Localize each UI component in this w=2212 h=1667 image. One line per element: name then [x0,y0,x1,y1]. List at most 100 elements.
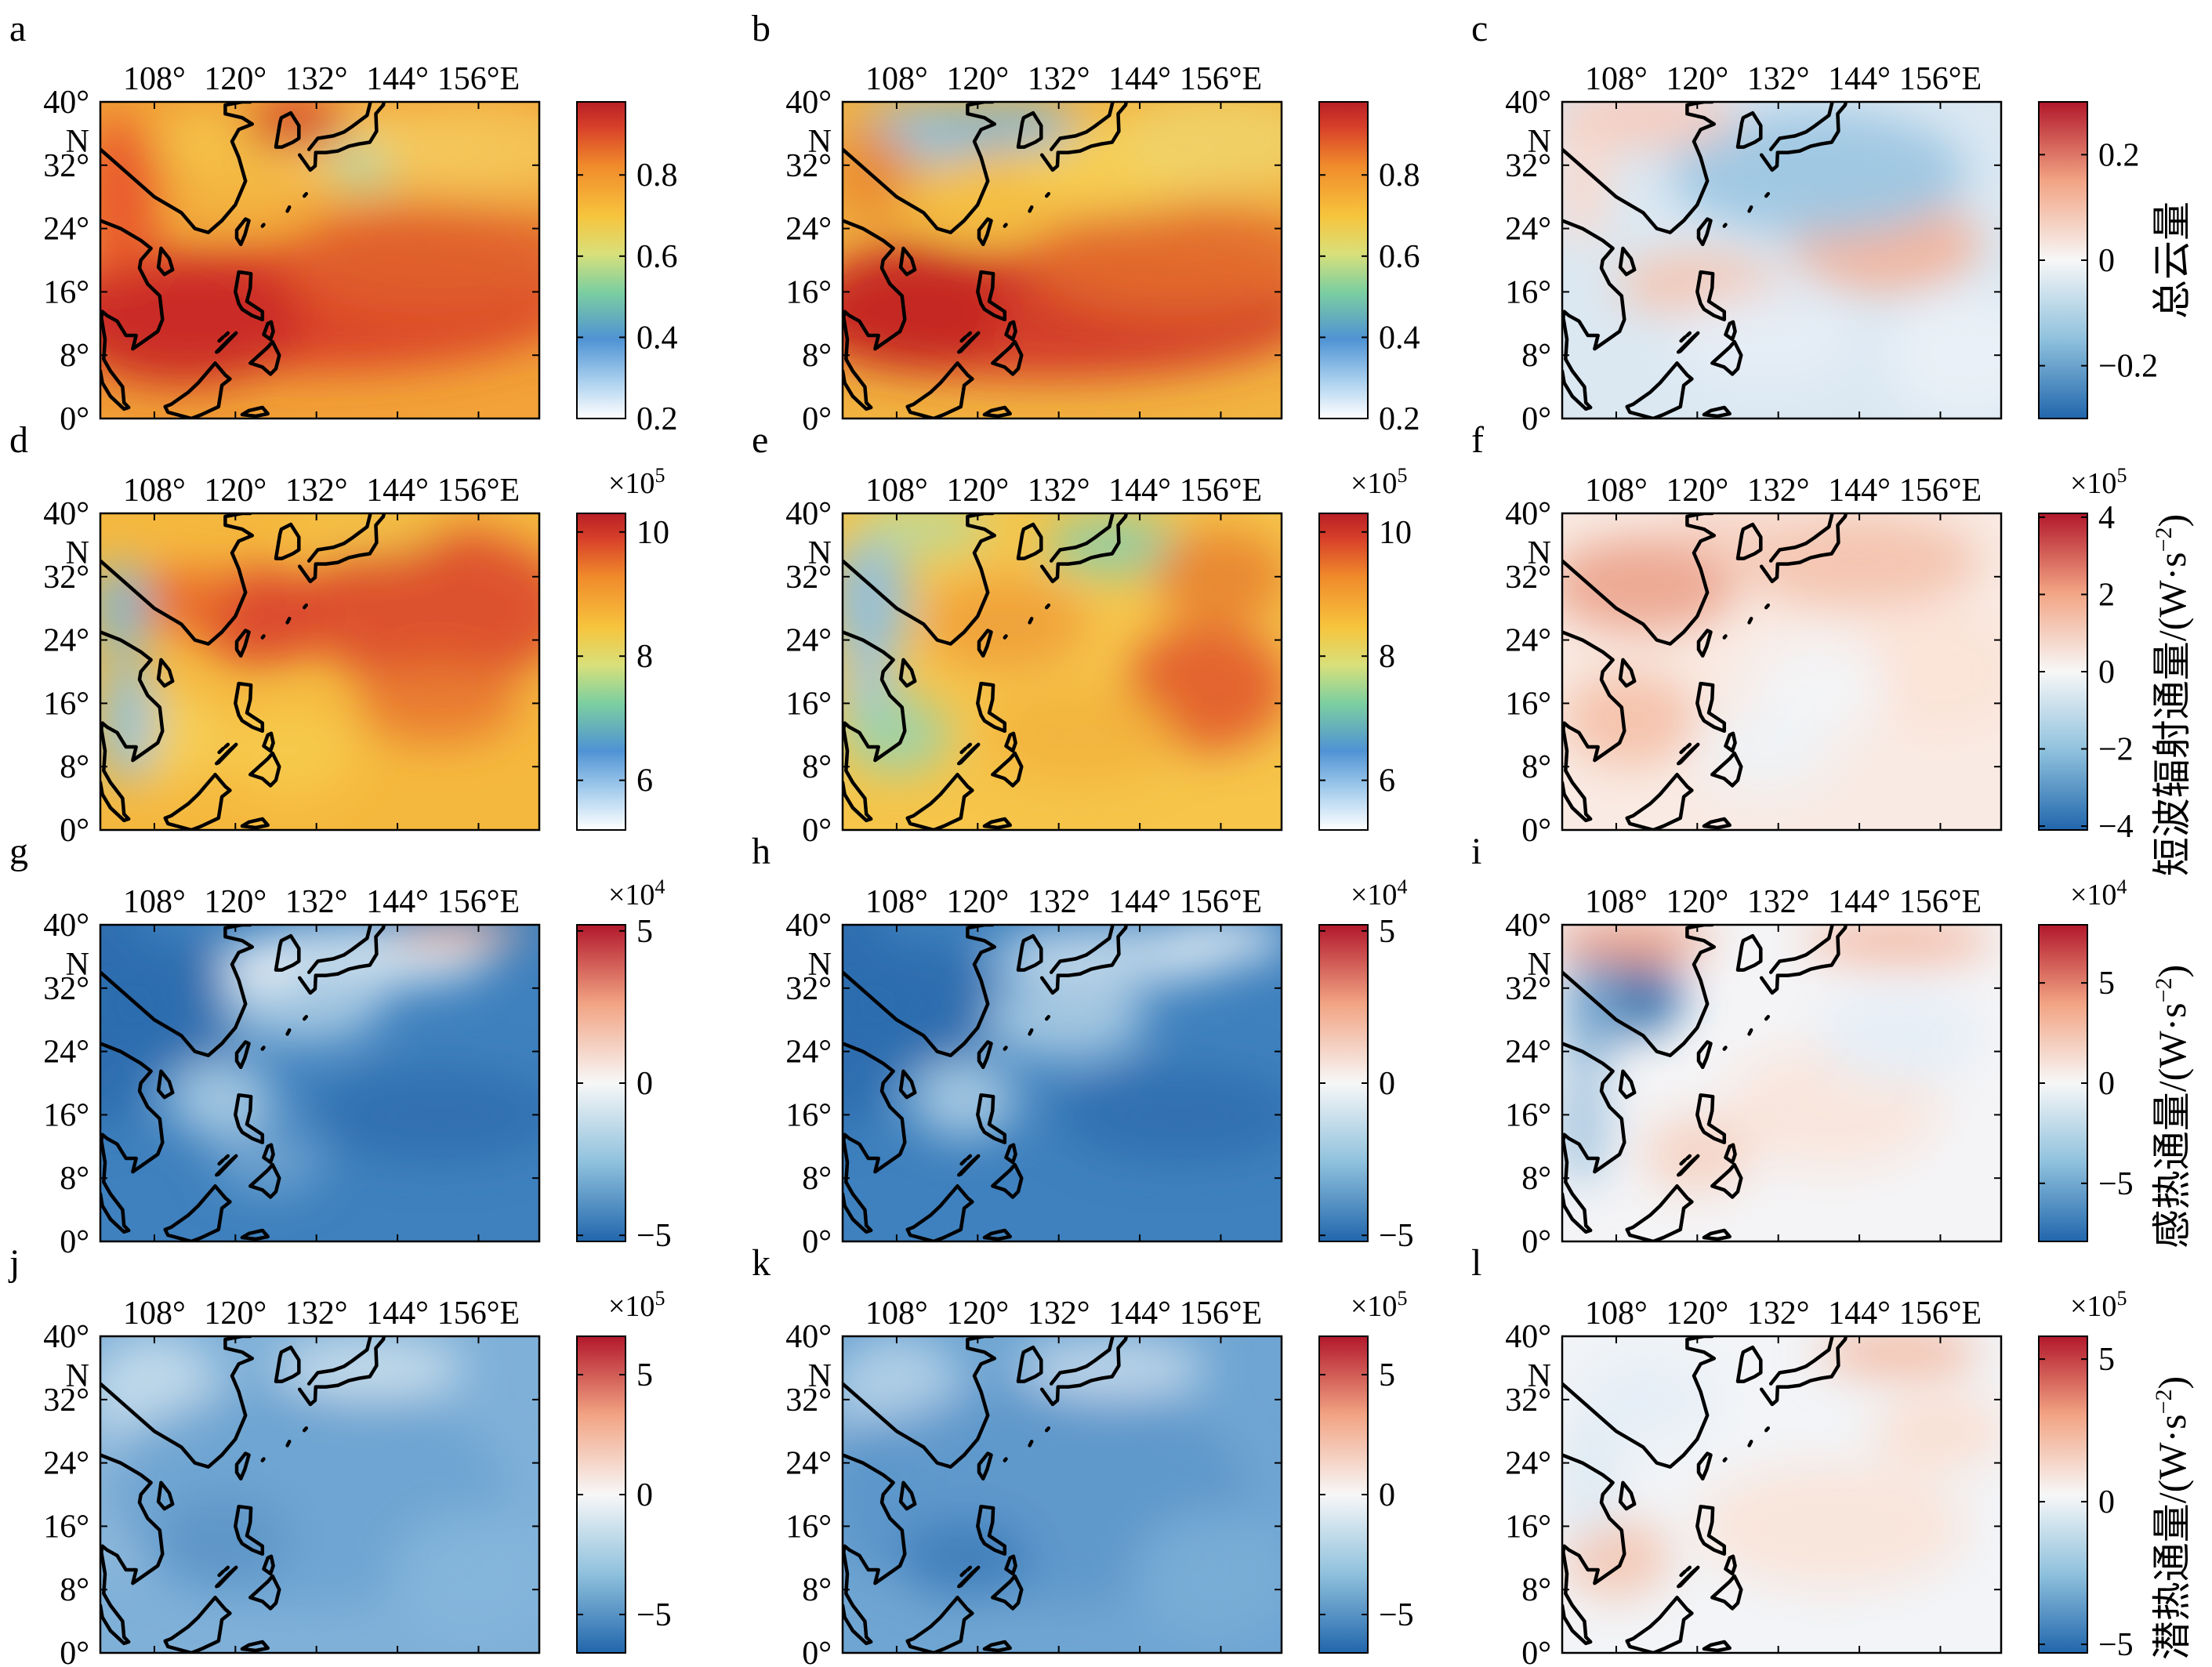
map-field [100,925,539,1241]
colorbar-tick-label: 0 [2098,1066,2115,1102]
panel-letter: d [9,419,28,461]
panel-j: j 108° 120° 132° 144° 156°E 40°N32° 24° 16° 8° 0° 5… [8,1242,672,1667]
lat-tick-label: N [1528,535,1551,571]
colorbar-exponent: ×105 [2070,464,2127,500]
map-field [843,102,1282,419]
lat-tick-label: 0° [802,1636,832,1667]
panel-c: c 108° 120° 132° 144° 156°E 40°N32° 24° 16° 8° 0° 0… [1471,8,2158,437]
lat-tick-label: N [808,535,832,571]
lat-tick-label: 0° [1521,1224,1551,1260]
lat-tick-label: 0° [802,813,832,849]
row-label-4: 潜热通量/(W·s−2) [2150,1376,2194,1660]
lat-tick-label: 40° [1505,908,1551,944]
colorbar-exponent: ×104 [608,875,665,911]
coastline [843,513,1129,830]
colorbar-tick-label: 8 [1379,639,1395,675]
colorbar-ramp [2038,924,2088,1242]
map-field [1562,513,2001,830]
colorbar-tick-label: −4 [2098,809,2134,845]
row-label-3: 感热通量/(W·s−2) [2150,965,2194,1248]
colorbar-ramp [1318,1335,1369,1654]
lon-tick-label: 108° [123,884,186,920]
lat-tick-label: 32° [43,971,89,1007]
colorbar-ramp [1318,101,1369,419]
colorbar-tick-label: −2 [2098,732,2134,768]
map-frame [99,100,541,420]
lat-tick-label: 24° [43,1035,89,1071]
lat-tick-label: 8° [1521,1572,1551,1608]
lon-tick-label: 132° [1747,473,1810,509]
lon-tick-label: 156°E [1180,61,1262,97]
lat-tick-label: 32° [785,560,832,596]
colorbar-l: 5 0 −5 ×105 [2038,1287,2134,1663]
map-frame [99,512,541,832]
colorbar-tick-label: 0.2 [2098,137,2140,173]
lon-tick-label: 120° [204,61,267,97]
lon-tick-label: 144° [1108,884,1171,920]
coastline [843,102,1129,419]
lon-tick-label: 156°E [1899,1296,1982,1332]
panel-f: f 108° 120° 132° 144° 156°E 40°N32° 24° 16° 8° 0° 4… [1471,419,2134,849]
colorbar-tick-label: 6 [1379,763,1395,799]
colorbar-tick-label: −5 [636,1218,672,1254]
lon-tick-label: 132° [285,884,348,920]
lon-tick-label: 108° [1585,1296,1648,1332]
panel-letter: i [1471,831,1481,872]
colorbar-tick-label: 5 [636,914,653,950]
panel-letter: j [8,1242,20,1284]
colorbar-f: 4 2 0 −2 −4 ×105 [2038,464,2134,845]
colorbar-tick-label: 5 [2098,1342,2115,1378]
lat-tick-label: 8° [60,1161,89,1197]
lon-tick-label: 108° [865,61,928,97]
map-field [843,1336,1282,1653]
coastline [843,1336,1129,1653]
lat-tick-label: 40° [785,1319,832,1355]
lat-tick-label: 40° [43,908,89,944]
lon-tick-label: 132° [1028,1296,1090,1332]
colorbar-ramp [2038,513,2088,831]
lon-tick-label: 144° [1828,1296,1891,1332]
lat-tick-label: 16° [1505,1509,1551,1545]
colorbar-tick-label: 4 [2098,500,2115,536]
lon-tick-label: 156°E [437,61,520,97]
colorbar-ramp [576,513,626,831]
lat-tick-label: 8° [1521,1161,1551,1197]
lat-tick-label: 32° [1505,1383,1551,1419]
lon-tick-label: 132° [285,473,348,509]
lon-tick-label: 144° [1828,884,1891,920]
lat-tick-label: N [1528,1358,1551,1394]
colorbar-tick-label: 10 [1379,515,1412,551]
lat-tick-label: 32° [43,560,89,596]
lat-tick-label: N [66,535,89,571]
lat-tick-label: 0° [1521,1636,1551,1667]
panel-g: g 108° 120° 132° 144° 156°E 40°N32° 24° 16° 8° 0° 5… [9,831,672,1260]
colorbar-tick-label: 10 [636,515,669,551]
lat-tick-label: 32° [1505,148,1551,184]
colorbar-tick-label: 0.8 [636,158,678,194]
colorbar-h: 5 0 −5 ×104 [1318,875,1414,1254]
coastline [1562,1336,1848,1653]
lat-tick-label: 16° [43,274,89,310]
lon-tick-label: 108° [123,473,186,509]
coastline [1562,102,1848,419]
lat-tick-label: 8° [60,749,89,785]
lat-tick-label: 16° [1505,274,1551,310]
panel-k: k 108° 120° 132° 144° 156°E 40°N32° 24° 16° 8° 0° 5… [752,1242,1414,1667]
lat-tick-label: 24° [785,1035,832,1071]
lat-tick-label: 24° [1505,623,1551,659]
lat-tick-label: 16° [43,1097,89,1133]
colorbar-e: 10 8 6 ×105 [1318,464,1412,831]
lat-tick-label: 8° [60,338,89,374]
colorbar-tick-label: 6 [636,763,653,799]
map-field [1562,925,2001,1241]
lon-tick-label: 156°E [1899,884,1982,920]
map-field [1562,1336,2001,1653]
panel-b: b 108° 120° 132° 144° 156°E 40°N32° 24° 16° 8° 0° 0… [752,8,1420,437]
colorbar-tick-label: 0 [2098,1484,2115,1520]
colorbar-tick-label: −5 [2098,1627,2134,1663]
map-field [1562,102,2001,419]
lat-tick-label: N [808,947,832,983]
lon-tick-label: 144° [366,884,429,920]
lat-tick-label: N [1528,124,1551,160]
